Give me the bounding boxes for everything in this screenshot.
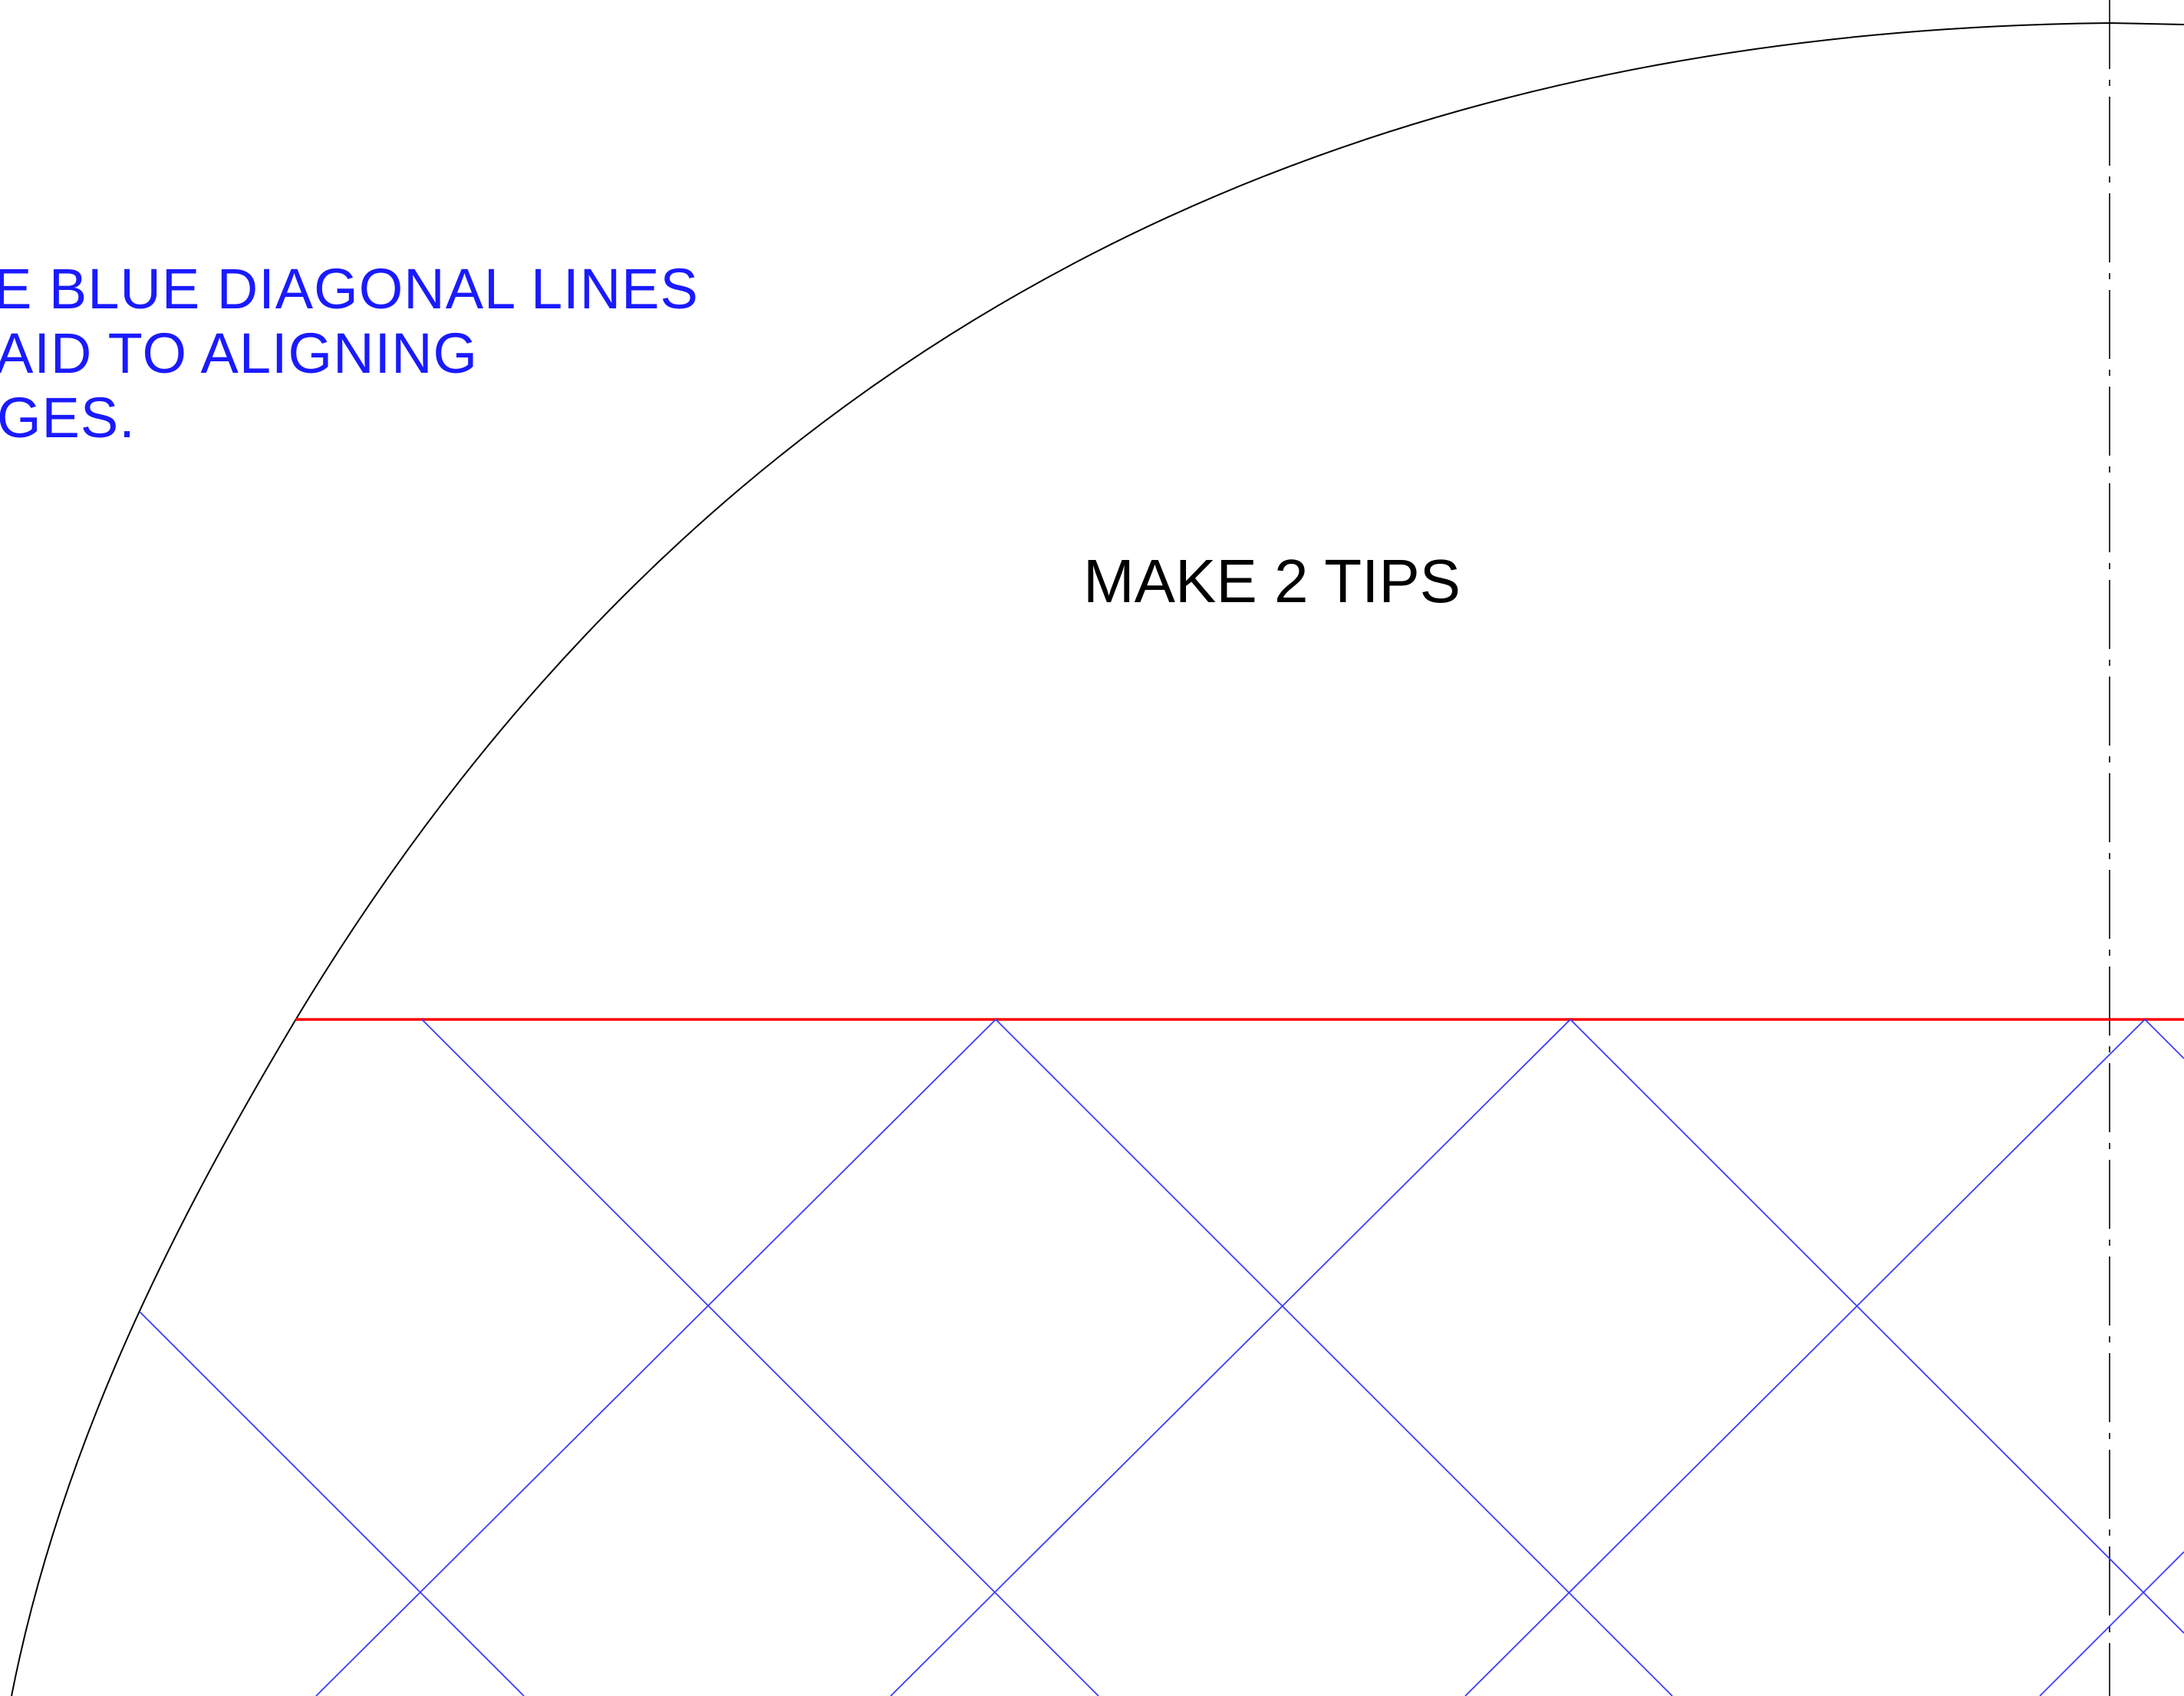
note-line-3: GES. [0, 386, 136, 450]
diagonal-guide-line [315, 1019, 996, 1696]
outer-arc [11, 21, 2184, 1696]
diagonal-guide-line [2039, 1551, 2184, 1696]
diagonal-guide-line [421, 1019, 1099, 1696]
note-line-2: AID TO ALIGNING [0, 321, 478, 385]
make-tips-label: MAKE 2 TIPS [1083, 547, 1461, 615]
diagonal-guide-line [890, 1019, 1571, 1696]
diagonal-guide-line [1464, 1019, 2146, 1696]
blue-diagonal-guides [139, 1019, 2184, 1696]
diagonal-guide-line [139, 1311, 525, 1696]
diagonal-guide-line [2144, 1019, 2184, 1059]
diagonal-guide-line [1570, 1019, 2184, 1634]
diagonal-guide-line [995, 1019, 1673, 1696]
note-line-1: E BLUE DIAGONAL LINES [0, 257, 699, 321]
